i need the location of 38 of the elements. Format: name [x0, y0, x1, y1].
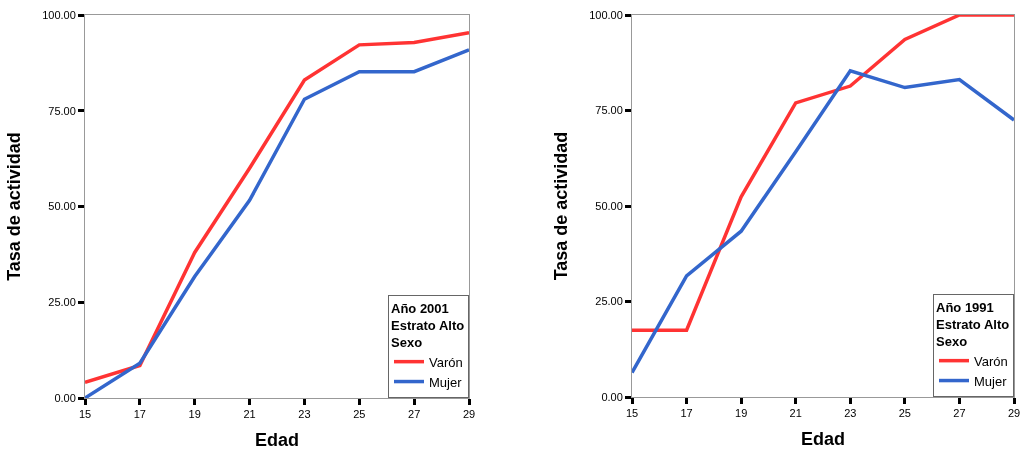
x-axis-title: Edad: [800, 429, 846, 450]
legend-title: Año 1991 Estrato Alto Sexo: [936, 299, 1010, 349]
y-tick-label: 50.00: [48, 200, 76, 213]
legend-label: Varón: [429, 354, 463, 370]
y-tick-label: 25.00: [595, 295, 623, 308]
y-tick-label: 50.00: [595, 199, 623, 212]
x-tick-label: 15: [78, 408, 92, 421]
x-tick-label: 29: [462, 408, 476, 421]
legend-label: Mujer: [974, 373, 1008, 389]
x-tick-label: 17: [133, 408, 146, 421]
y-tick-label: 100.00: [589, 8, 623, 21]
x-tick-label: 27: [953, 407, 966, 420]
x-tick-label: 25: [898, 407, 911, 420]
line-series: [632, 15, 1014, 332]
legend-label: Mujer: [429, 374, 463, 390]
y-tick-label: 25.00: [48, 296, 76, 309]
y-axis-title: Tasa de actividad: [4, 132, 25, 281]
x-tick-label: 15: [625, 407, 639, 420]
y-tick-label: 100.00: [42, 8, 76, 21]
x-axis-title: Edad: [254, 430, 300, 451]
x-tick-label: 19: [735, 407, 748, 420]
y-tick-label: 75.00: [595, 104, 623, 117]
y-tick-label: 0.00: [54, 391, 76, 404]
y-axis-title: Tasa de actividad: [551, 131, 572, 281]
y-tick-label: 0.00: [601, 390, 623, 403]
line-series: [632, 69, 1014, 375]
x-tick-label: 29: [1007, 407, 1021, 420]
x-tick-label: 23: [298, 408, 311, 421]
x-tick-label: 21: [243, 408, 256, 421]
x-tick-label: 23: [844, 407, 857, 420]
x-tick-label: 21: [789, 407, 802, 420]
x-tick-label: 25: [353, 408, 366, 421]
y-tick-label: 75.00: [48, 104, 76, 117]
x-tick-label: 19: [188, 408, 201, 421]
x-tick-label: 27: [408, 408, 421, 421]
x-tick-label: 17: [680, 407, 693, 420]
legend-title: Año 2001 Estrato Alto Sexo: [391, 300, 465, 350]
legend-label: Varón: [974, 353, 1008, 369]
